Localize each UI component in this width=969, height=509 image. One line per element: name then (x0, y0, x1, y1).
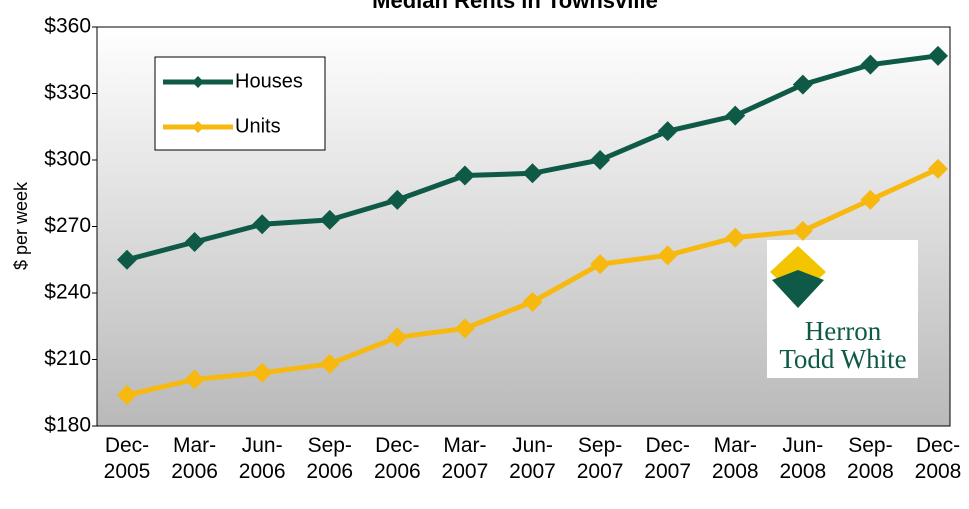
data-point (792, 74, 813, 95)
data-point (590, 254, 611, 275)
data-point (387, 327, 408, 348)
x-tick-label-line: Jun- (512, 434, 553, 457)
y-axis-label: $ per week (11, 181, 31, 270)
x-tick-label-line: Mar- (173, 434, 216, 457)
x-tick-label: Dec- 2008 (915, 434, 962, 483)
y-tick-label: $330 (44, 81, 91, 104)
x-tick-label: Mar- 2006 (171, 434, 218, 483)
x-tick-label: Jun- 2006 (239, 434, 286, 483)
y-tick-label: $360 (44, 15, 91, 38)
x-tick-label: Sep- 2008 (847, 434, 894, 483)
x-tick-label-line: Sep- (308, 434, 352, 457)
x-tick-label-line: Mar- (443, 434, 486, 457)
x-tick-label-line: 2007 (644, 460, 691, 483)
legend-marker (192, 76, 204, 88)
legend-box (154, 56, 326, 151)
legend-label: Units (235, 115, 281, 137)
x-tick-label: Dec- 2006 (374, 434, 421, 483)
x-tick-label-line: Mar- (714, 434, 757, 457)
logo-diamond-bottom (772, 270, 824, 308)
x-tick-label: Jun- 2007 (509, 434, 556, 483)
x-tick-label-line: Dec- (375, 434, 419, 457)
x-tick-label-line: Sep- (578, 434, 622, 457)
x-tick-label: Mar- 2008 (712, 434, 759, 483)
x-tick-label-line: Jun- (782, 434, 823, 457)
data-point (725, 227, 746, 248)
data-point (454, 165, 475, 186)
x-tick-label: Mar- 2007 (442, 434, 489, 483)
data-point (117, 384, 137, 405)
data-point (319, 209, 340, 230)
x-tick-label-line: 2007 (442, 460, 489, 483)
logo-text: Todd White (779, 344, 906, 374)
data-point (657, 121, 678, 142)
data-point (252, 214, 273, 235)
x-tick-label-line: 2006 (239, 460, 286, 483)
x-tick-label-line: 2007 (509, 460, 556, 483)
data-point (860, 189, 881, 210)
data-point (319, 353, 340, 374)
x-tick-label-line: 2008 (779, 460, 826, 483)
chart-title: Median Rents in Townsville (372, 0, 658, 13)
data-point (522, 291, 543, 312)
data-point (522, 163, 543, 184)
data-point (252, 362, 273, 383)
x-tick-label-line: 2006 (374, 460, 421, 483)
x-tick-label-line: Sep- (848, 434, 892, 457)
data-point (928, 45, 948, 66)
x-tick-label-line: 2005 (104, 460, 151, 483)
logo: Herron Todd White (767, 240, 918, 378)
x-tick-label: Sep- 2007 (577, 434, 624, 483)
x-tick-label-line: 2008 (915, 460, 962, 483)
data-point (928, 158, 948, 179)
x-tick-label: Dec- 2007 (644, 434, 691, 483)
x-tick-label: Dec- 2005 (104, 434, 151, 483)
y-tick-label: $270 (44, 214, 91, 237)
data-point (454, 318, 475, 339)
x-tick-label-line: Dec- (645, 434, 689, 457)
y-tick-label: $300 (44, 148, 91, 171)
y-tick-label: $210 (44, 347, 91, 370)
x-tick-label-line: 2007 (577, 460, 624, 483)
data-point (657, 245, 678, 266)
legend-marker (192, 121, 204, 133)
x-tick-label-line: Jun- (242, 434, 283, 457)
y-tick-label: $240 (44, 281, 91, 304)
data-point (590, 150, 611, 170)
data-point (860, 54, 881, 75)
x-tick-label-line: 2008 (712, 460, 759, 483)
y-tick-label: $180 (44, 414, 91, 437)
x-tick-label-line: 2006 (306, 460, 353, 483)
x-tick-label-line: 2006 (171, 460, 218, 483)
data-point (117, 249, 137, 270)
legend-label: Houses (235, 70, 303, 92)
data-point (792, 220, 813, 241)
data-point (387, 189, 408, 210)
data-point (725, 105, 746, 126)
data-point (184, 369, 205, 390)
x-tick-label: Jun- 2008 (779, 434, 826, 483)
x-tick-label-line: 2008 (847, 460, 894, 483)
x-tick-label-line: Dec- (916, 434, 960, 457)
x-tick-label: Sep- 2006 (306, 434, 353, 483)
logo-text: Herron (805, 316, 882, 346)
data-point (184, 232, 205, 253)
x-tick-label-line: Dec- (105, 434, 149, 457)
